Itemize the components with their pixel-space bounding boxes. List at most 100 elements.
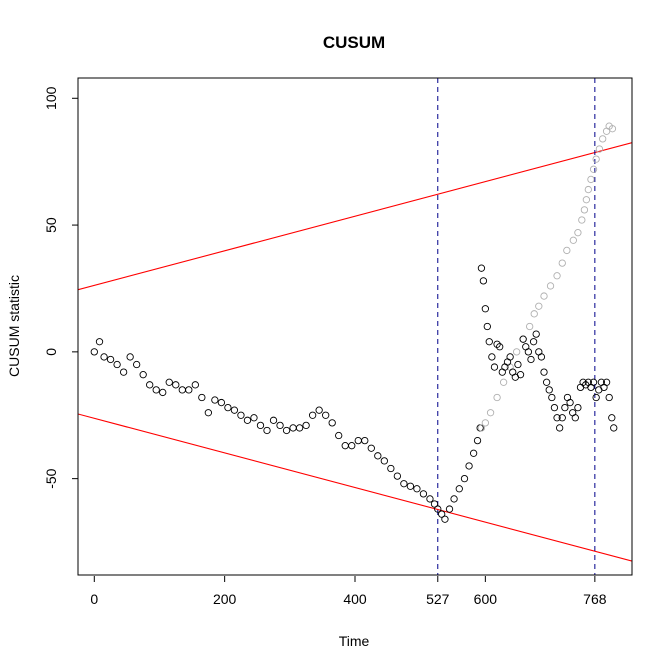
data-point-s0-31 xyxy=(289,424,297,432)
y-tick-label--50: -50 xyxy=(43,468,59,488)
data-point-s2-31 xyxy=(556,424,564,432)
data-point-s0-38 xyxy=(335,431,343,440)
data-point-s0-5 xyxy=(119,368,128,376)
data-point-s0-54 xyxy=(434,505,442,513)
data-point-s2-50 xyxy=(605,393,613,402)
data-point-s2-22 xyxy=(532,330,540,338)
data-point-s1-8 xyxy=(526,322,534,331)
x-axis-label: Time xyxy=(339,633,370,649)
data-point-s0-39 xyxy=(341,442,349,450)
y-tick-label-0: 0 xyxy=(43,348,59,356)
data-point-s0-18 xyxy=(204,409,213,417)
data-point-s0-29 xyxy=(276,421,284,430)
data-point-s0-55 xyxy=(438,510,446,518)
data-point-s0-2 xyxy=(100,353,108,361)
data-point-s1-1 xyxy=(481,419,490,427)
data-point-s0-62 xyxy=(469,449,478,457)
data-point-s0-20 xyxy=(217,398,226,407)
data-point-s1-22 xyxy=(587,175,595,184)
data-point-s0-26 xyxy=(256,421,265,430)
data-point-s0-46 xyxy=(387,464,395,473)
data-point-s0-13 xyxy=(172,381,180,389)
data-point-s0-0 xyxy=(90,348,98,356)
data-point-s2-40 xyxy=(579,378,587,386)
data-point-s0-27 xyxy=(263,426,271,435)
plot-frame xyxy=(77,77,633,576)
data-point-s2-12 xyxy=(506,353,514,361)
data-point-s0-58 xyxy=(450,495,458,503)
data-point-s0-21 xyxy=(224,403,232,412)
data-point-s0-34 xyxy=(308,411,317,419)
y-tick-label-50: 50 xyxy=(43,217,59,233)
data-point-s2-6 xyxy=(490,363,499,371)
data-point-s0-1 xyxy=(95,338,104,346)
data-point-s0-17 xyxy=(198,393,206,402)
data-point-s2-32 xyxy=(558,414,566,422)
data-point-s0-50 xyxy=(413,485,421,493)
data-point-s2-29 xyxy=(550,403,559,412)
data-point-s1-21 xyxy=(584,185,592,194)
data-point-s1-26 xyxy=(599,135,607,143)
data-point-s0-43 xyxy=(367,444,375,452)
data-point-s1-25 xyxy=(595,145,604,153)
data-point-s2-19 xyxy=(524,348,533,356)
data-point-s1-4 xyxy=(499,378,508,386)
data-point-s0-49 xyxy=(406,482,415,490)
data-point-s1-14 xyxy=(558,259,566,267)
data-point-s0-47 xyxy=(393,472,402,480)
data-point-s0-44 xyxy=(374,452,382,460)
data-point-s2-25 xyxy=(540,368,548,376)
data-point-s1-12 xyxy=(546,282,555,290)
data-point-s1-3 xyxy=(493,393,501,402)
data-point-s1-6 xyxy=(512,348,521,356)
data-point-s0-45 xyxy=(380,457,388,465)
data-point-s1-2 xyxy=(486,409,495,417)
data-point-s0-40 xyxy=(348,442,356,450)
data-point-s1-18 xyxy=(578,216,586,224)
data-point-s0-24 xyxy=(243,416,252,424)
data-point-s0-52 xyxy=(426,495,434,503)
data-point-s2-1 xyxy=(479,277,488,285)
data-point-s2-33 xyxy=(561,403,569,412)
data-point-s0-36 xyxy=(322,411,330,419)
data-point-s1-15 xyxy=(563,246,571,255)
data-point-s0-7 xyxy=(133,360,141,369)
data-point-s0-6 xyxy=(126,353,134,361)
data-point-s0-60 xyxy=(460,474,469,483)
x-tick-label-400: 400 xyxy=(343,591,367,607)
data-point-s0-37 xyxy=(328,419,336,427)
data-point-s0-11 xyxy=(159,388,167,397)
data-point-s0-28 xyxy=(269,416,278,424)
chart-title: CUSUM xyxy=(323,33,385,52)
data-point-s0-63 xyxy=(473,436,482,445)
data-point-s0-35 xyxy=(315,406,323,414)
data-point-s0-30 xyxy=(282,426,291,435)
data-point-s1-19 xyxy=(580,206,589,214)
data-point-s1-9 xyxy=(530,310,538,318)
data-point-s2-37 xyxy=(571,414,579,422)
data-point-s2-51 xyxy=(608,414,616,422)
data-point-s2-20 xyxy=(527,355,535,364)
data-point-s0-19 xyxy=(211,396,219,404)
data-point-s0-23 xyxy=(237,411,245,419)
data-point-s2-16 xyxy=(516,371,525,379)
data-point-s2-24 xyxy=(537,353,546,361)
data-point-s2-7 xyxy=(493,340,501,348)
data-point-s0-12 xyxy=(165,378,173,386)
data-point-s2-26 xyxy=(542,378,551,386)
data-point-s2-3 xyxy=(483,322,491,331)
data-point-s2-45 xyxy=(592,393,600,402)
data-point-s0-8 xyxy=(139,371,147,379)
data-point-s0-16 xyxy=(191,381,199,389)
upper-boundary-line xyxy=(78,142,632,291)
data-point-s2-27 xyxy=(545,386,553,394)
data-point-s0-41 xyxy=(354,436,362,445)
data-point-s0-22 xyxy=(230,406,239,414)
data-point-s0-56 xyxy=(441,515,449,523)
data-point-s2-44 xyxy=(589,378,598,386)
data-point-s1-0 xyxy=(477,424,486,432)
plot-layer: 0 200 400 527 600 768 -50 0 50 100 xyxy=(43,77,633,607)
y-tick-label-100: 100 xyxy=(43,86,59,110)
